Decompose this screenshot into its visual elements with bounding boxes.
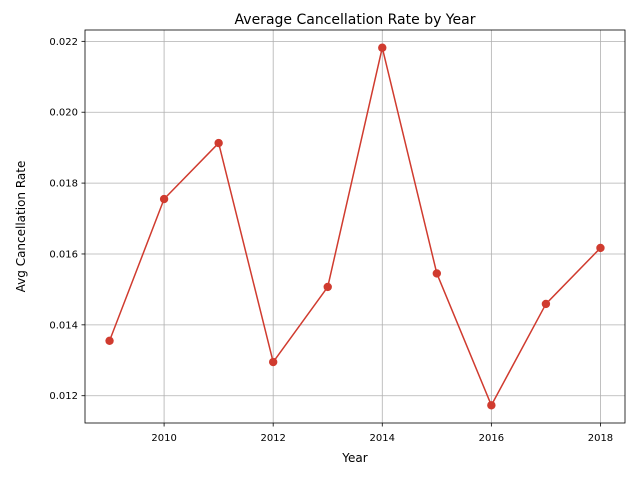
data-point-2017 xyxy=(541,299,551,309)
data-point-2011 xyxy=(214,138,223,148)
data-point-2014 xyxy=(378,43,387,52)
data-point-2018 xyxy=(596,243,605,253)
plot-frame xyxy=(84,29,626,424)
x-axis-label: Year xyxy=(341,451,367,465)
grid-layer xyxy=(85,30,625,423)
x-tick-label: 2014 xyxy=(370,433,395,444)
y-tick-label: 0.018 xyxy=(49,179,78,190)
series-layer xyxy=(105,43,605,410)
y-tick-label: 0.020 xyxy=(49,108,78,119)
data-point-2010 xyxy=(159,194,169,204)
series-line xyxy=(108,46,601,407)
data-point-2016 xyxy=(487,401,496,410)
data-point-2013 xyxy=(323,282,332,292)
y-tick-label: 0.022 xyxy=(49,37,78,48)
y-axis-label: Avg Cancellation Rate xyxy=(14,161,28,293)
tick-layer: 2010 2012 2014 2016 2018 0.012 0.014 0.016 0.018… xyxy=(49,37,613,444)
chart-title: Average Cancellation Rate by Year xyxy=(235,12,476,28)
data-point-2009 xyxy=(105,336,114,345)
data-point-2012 xyxy=(268,357,278,367)
data-point-2015 xyxy=(432,269,442,278)
x-tick-label: 2012 xyxy=(260,433,285,444)
y-tick-label: 0.016 xyxy=(49,249,78,260)
x-tick-label: 2018 xyxy=(588,433,613,444)
y-tick-label: 0.014 xyxy=(49,320,78,331)
y-tick-label: 0.012 xyxy=(49,391,78,402)
x-tick-label: 2010 xyxy=(151,433,176,444)
x-tick-label: 2016 xyxy=(479,433,504,444)
